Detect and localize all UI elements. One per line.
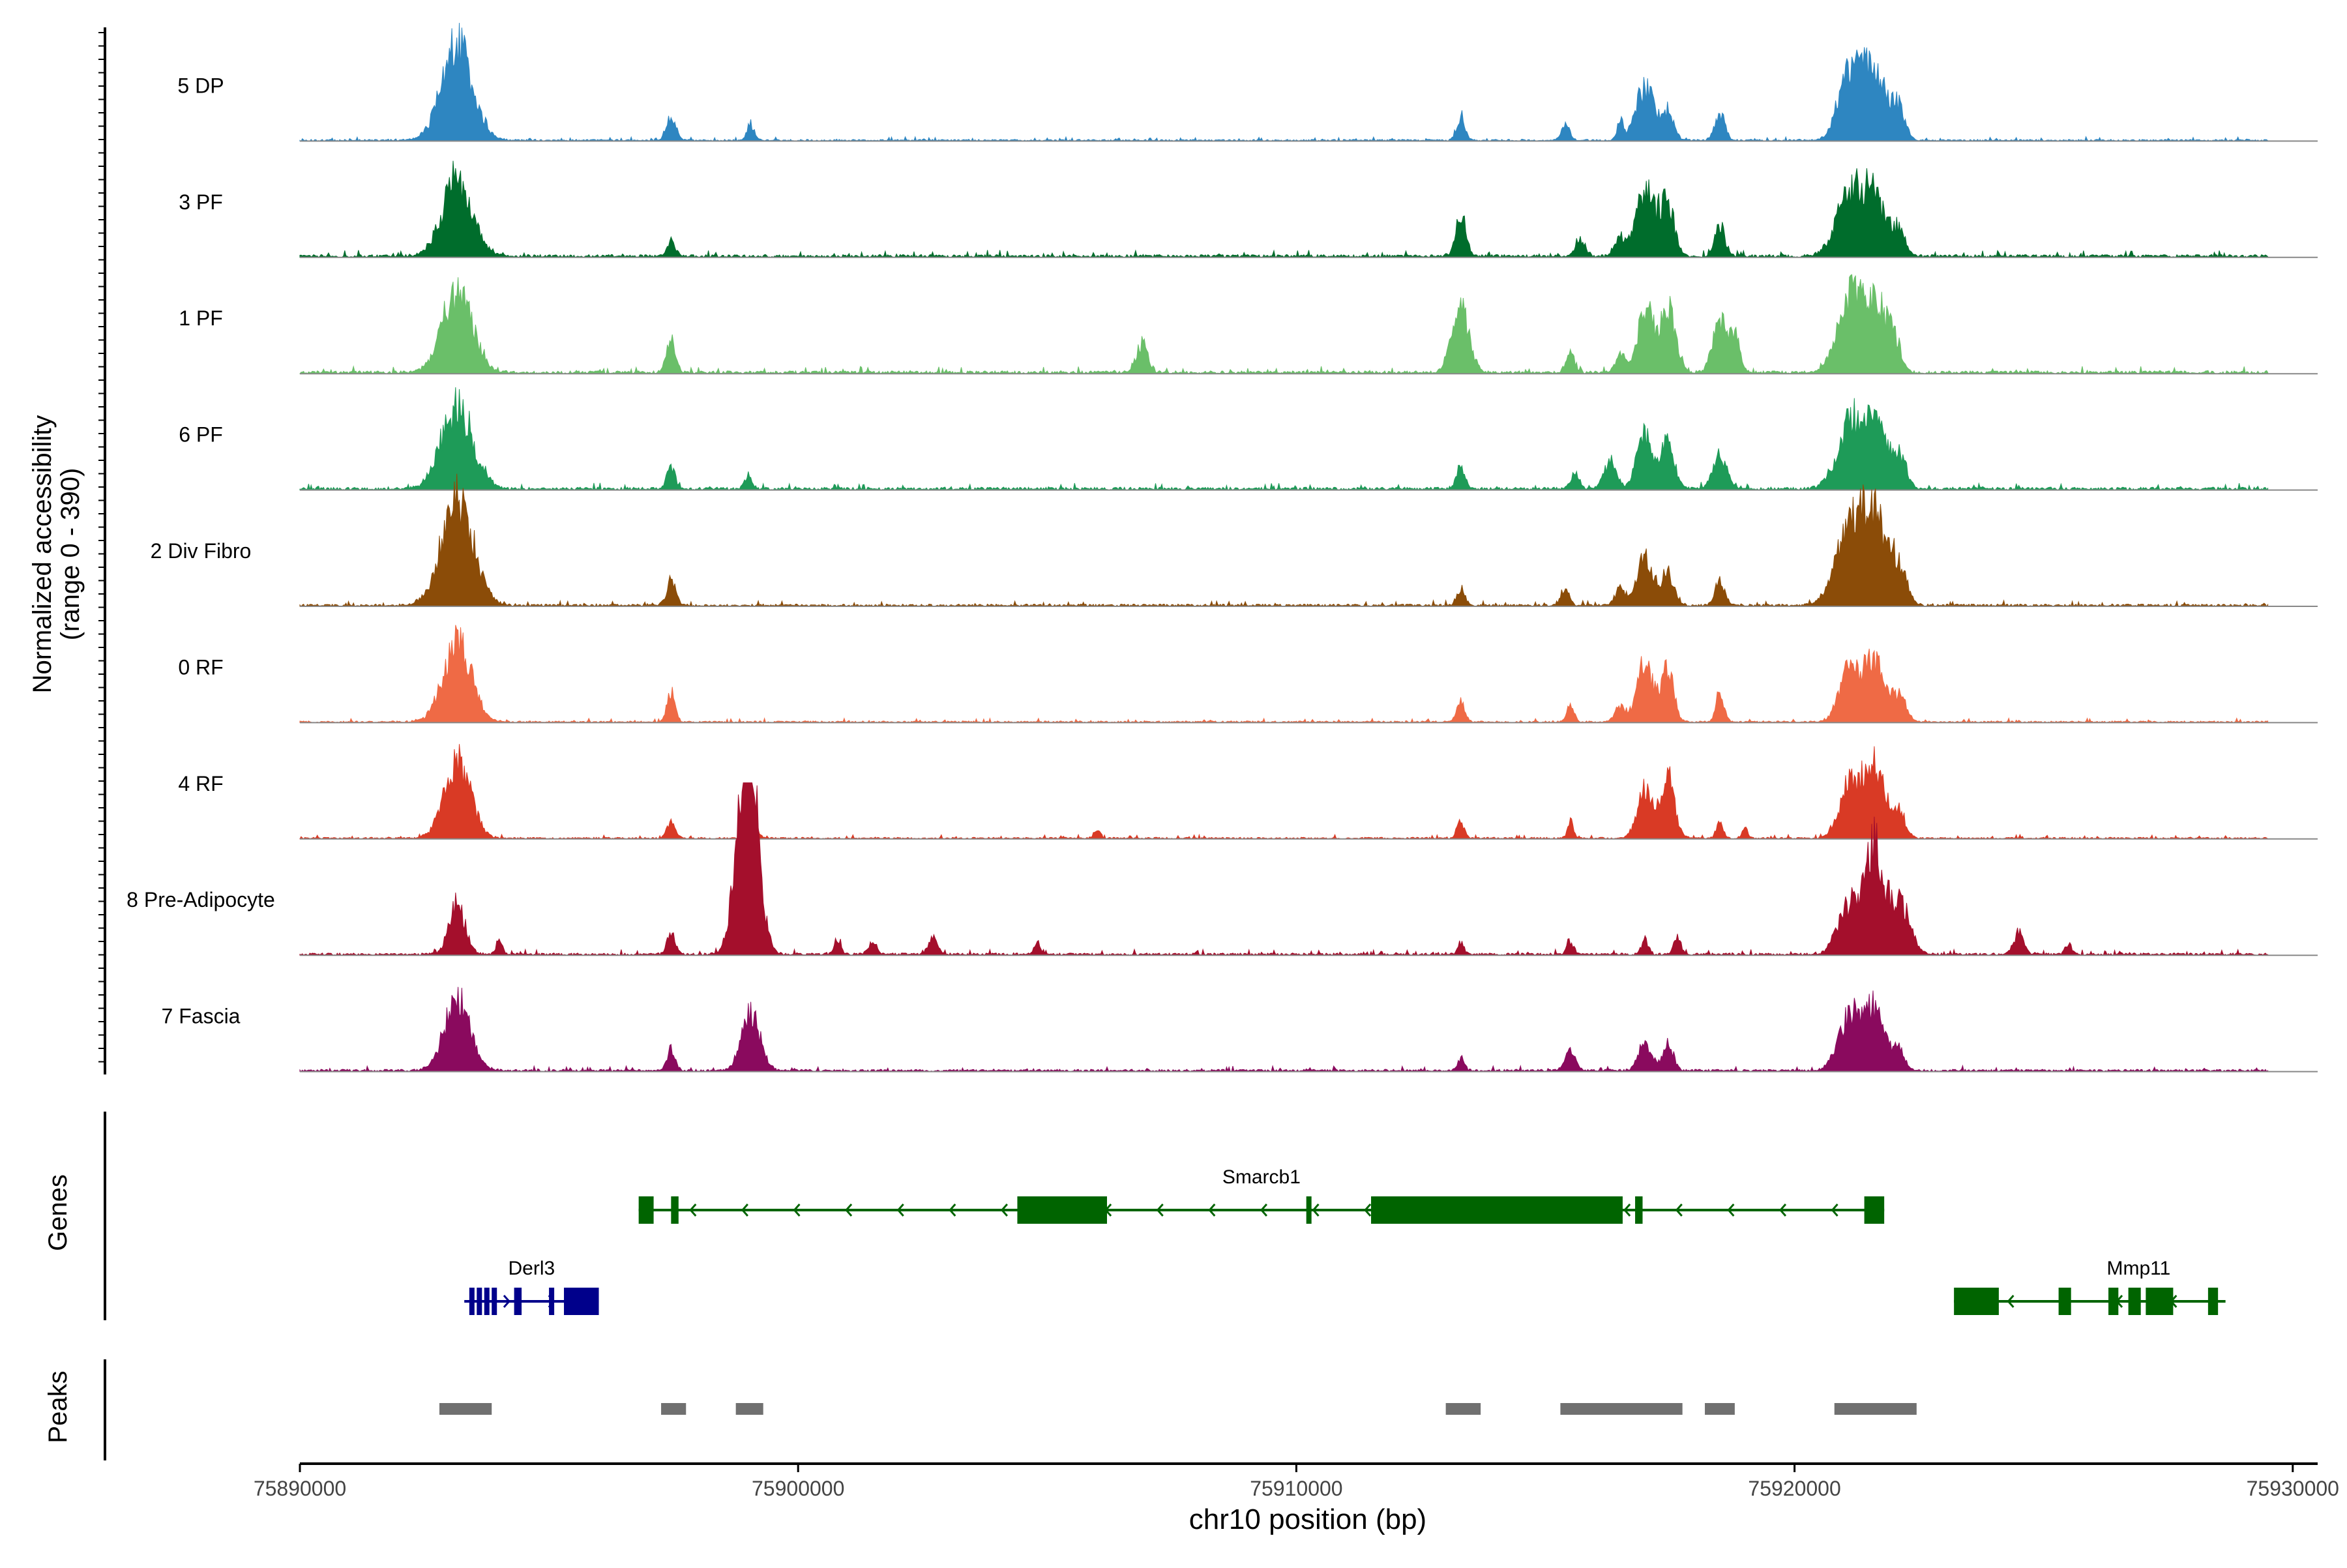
peak-region: [1705, 1403, 1735, 1415]
coverage-track: 4 RF: [178, 744, 2318, 840]
strand-arrow: [2007, 1295, 2015, 1308]
x-tick-label: 75930000: [2247, 1477, 2339, 1500]
coverage-track: 7 Fascia: [162, 986, 2318, 1072]
strand-arrow: [1260, 1204, 1268, 1217]
peak-region: [735, 1403, 763, 1415]
peak-region: [1445, 1403, 1481, 1415]
strand-arrow: [1156, 1204, 1164, 1217]
strand-arrow: [1831, 1204, 1838, 1217]
coverage-area: [299, 782, 2269, 956]
gene-exon: [1017, 1196, 1107, 1224]
coverage-track: 6 PF: [179, 387, 2318, 491]
peak-region: [439, 1403, 492, 1415]
coverage-track: 8 Pre-Adipocyte: [126, 782, 2318, 956]
track-label: 3 PF: [179, 190, 223, 214]
gene-exon: [492, 1288, 497, 1315]
peaks-panel: [104, 1359, 1917, 1460]
track-label: 5 DP: [177, 74, 224, 97]
gene-exon: [514, 1288, 522, 1315]
peaks-panel-label: Peaks: [44, 1370, 72, 1443]
peak-region: [1560, 1403, 1683, 1415]
gene-model: Smarcb1: [638, 1166, 1885, 1224]
coverage-area: [299, 160, 2269, 259]
coverage-area: [299, 387, 2269, 491]
gene-exon: [1371, 1196, 1623, 1224]
gene-model: Mmp11: [1954, 1258, 2226, 1315]
gene-exon: [549, 1288, 555, 1315]
gene-label: Smarcb1: [1222, 1166, 1301, 1188]
peak-region: [1834, 1403, 1917, 1415]
track-label: 2 Div Fibro: [151, 539, 252, 563]
strand-arrow: [845, 1204, 853, 1217]
x-axis-title: chr10 position (bp): [1189, 1503, 1426, 1535]
strand-arrow: [896, 1204, 904, 1217]
peak-region: [661, 1403, 686, 1415]
gene-exon: [469, 1288, 475, 1315]
gene-exon: [2207, 1288, 2219, 1315]
gene-label: Derl3: [509, 1258, 555, 1279]
y-axis-title-line1: Normalized accessibility: [28, 415, 57, 694]
gene-exon: [2058, 1288, 2071, 1315]
gene-exon: [2146, 1288, 2174, 1315]
coverage-tracks: 5 DP 3 PF 1 PF 6 PF 2 Div Fibro 0 RF 4 RF 8 Pre…: [126, 23, 2318, 1072]
track-label: 0 RF: [178, 655, 223, 679]
strand-arrow: [1727, 1204, 1735, 1217]
coverage-area: [299, 23, 2269, 142]
coverage-area: [299, 744, 2269, 840]
track-label: 4 RF: [178, 772, 223, 795]
coverage-track: 2 Div Fibro: [151, 473, 2318, 608]
strand-arrow: [1779, 1204, 1787, 1217]
strand-arrow: [503, 1295, 510, 1308]
gene-exon: [1864, 1196, 1885, 1224]
strand-arrow: [1364, 1204, 1372, 1217]
y-axis-title-line2: (range 0 - 390): [56, 468, 85, 641]
strand-arrow: [1675, 1204, 1683, 1217]
strand-arrow: [793, 1204, 801, 1217]
gene-label: Mmp11: [2106, 1258, 2170, 1279]
strand-arrow: [1000, 1204, 1009, 1217]
gene-exon: [484, 1288, 490, 1315]
x-tick-label: 75920000: [1748, 1477, 1840, 1500]
x-axis: 75890000 75900000 75910000 75920000 75930000: [254, 1462, 2339, 1500]
strand-arrow: [741, 1204, 748, 1217]
track-label: 7 Fascia: [162, 1005, 241, 1028]
coverage-track: 5 DP: [177, 23, 2318, 142]
strand-arrow: [1208, 1204, 1216, 1217]
gene-exon: [2128, 1288, 2141, 1315]
gene-exon: [1954, 1288, 1999, 1315]
strand-arrow: [949, 1204, 956, 1217]
y-axis-group: [98, 27, 106, 1074]
coverage-track: 1 PF: [179, 274, 2318, 375]
genes-panel-label: Genes: [44, 1174, 72, 1251]
x-tick-label: 75890000: [254, 1477, 346, 1500]
gene-exon: [2108, 1288, 2119, 1315]
coverage-area: [299, 274, 2269, 375]
gene-exon: [564, 1288, 599, 1315]
gene-exon: [638, 1196, 654, 1224]
strand-arrow: [689, 1204, 697, 1217]
gene-exon: [671, 1196, 679, 1224]
track-label: 8 Pre-Adipocyte: [126, 888, 275, 911]
gene-exon: [477, 1288, 482, 1315]
coverage-track: 0 RF: [178, 625, 2318, 724]
coverage-track: 3 PF: [179, 160, 2318, 259]
x-tick-label: 75910000: [1250, 1477, 1342, 1500]
gene-exon: [1635, 1196, 1643, 1224]
gene-exon: [1306, 1196, 1312, 1224]
gene-model: Derl3: [464, 1258, 599, 1315]
track-label: 1 PF: [179, 306, 223, 330]
genes-panel: Smarcb1 Derl3 Mmp11: [104, 1112, 2226, 1320]
coverage-area: [299, 625, 2269, 724]
coverage-area: [299, 986, 2269, 1072]
strand-arrow: [1312, 1204, 1320, 1217]
x-tick-label: 75900000: [752, 1477, 844, 1500]
strand-arrow: [1623, 1204, 1631, 1217]
track-label: 6 PF: [179, 423, 223, 447]
coverage-area: [299, 473, 2269, 608]
